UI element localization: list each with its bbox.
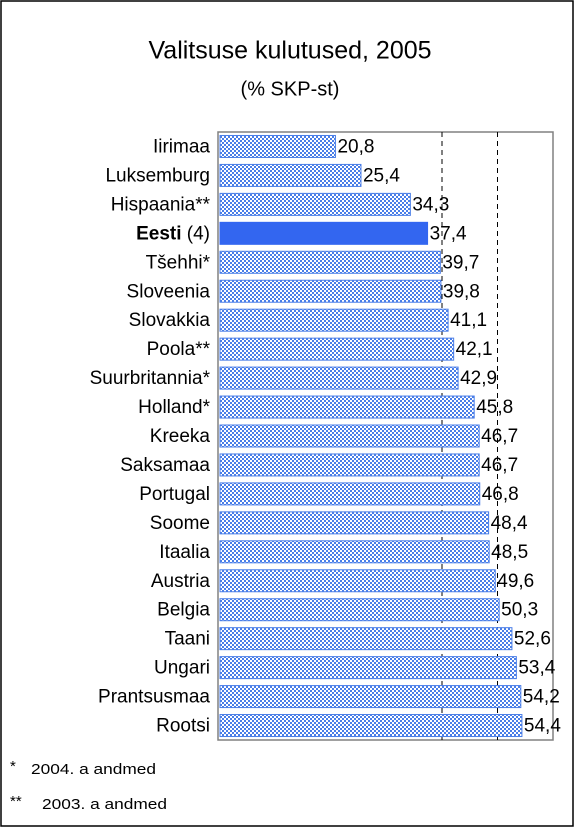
value-label: 50,3 — [501, 600, 538, 621]
category-label: Saksamaa — [120, 455, 210, 476]
value-label: 45,8 — [476, 397, 513, 418]
bar — [219, 714, 523, 738]
value-label: 53,4 — [518, 658, 555, 679]
value-label: 20,8 — [337, 136, 374, 157]
category-label: Austria — [151, 571, 211, 592]
bar — [219, 163, 362, 187]
value-label: 52,6 — [514, 629, 551, 650]
value-label: 42,9 — [460, 368, 497, 389]
bar — [219, 656, 517, 680]
category-label: Rootsi — [156, 716, 210, 737]
bar — [219, 598, 500, 622]
bar — [219, 685, 522, 709]
bar — [219, 395, 475, 419]
bar — [219, 337, 455, 361]
value-label: 39,7 — [442, 252, 479, 273]
chart-subtitle: (% SKP-st) — [241, 78, 340, 100]
category-label: Poola** — [147, 339, 211, 360]
bar — [219, 279, 442, 303]
value-label: 46,7 — [481, 426, 518, 447]
value-label: 46,7 — [481, 455, 518, 476]
value-label: 54,4 — [524, 716, 561, 737]
category-label: Sloveenia — [127, 281, 211, 302]
bar — [219, 192, 411, 216]
footnote: 2004. a andmed — [31, 761, 156, 778]
bar — [219, 569, 496, 593]
category-label: Slovakkia — [129, 310, 211, 331]
bar — [219, 482, 481, 506]
value-label: 46,8 — [482, 484, 519, 505]
bar — [219, 221, 429, 245]
value-label: 34,3 — [412, 194, 449, 215]
bar — [219, 511, 490, 535]
footnote-mark: * — [10, 758, 16, 775]
category-label: Luksemburg — [105, 165, 210, 186]
category-label: Prantsusmaa — [98, 687, 210, 708]
footnote-mark: ** — [10, 793, 22, 810]
value-label: 54,2 — [523, 687, 560, 708]
value-label: 42,1 — [456, 339, 493, 360]
bar — [219, 627, 513, 651]
bar — [219, 424, 480, 448]
category-label: Kreeka — [150, 426, 211, 447]
value-label: 25,4 — [363, 165, 400, 186]
category-label: Tšehhi* — [146, 252, 211, 273]
chart-title: Valitsuse kulutused, 2005 — [148, 37, 431, 65]
bar — [219, 453, 480, 477]
bar — [219, 250, 441, 274]
bar — [219, 366, 459, 390]
category-label: Taani — [165, 629, 210, 650]
category-label: Ungari — [154, 658, 210, 679]
category-label: Portugal — [139, 484, 210, 505]
bar — [219, 134, 336, 158]
value-label: 39,8 — [443, 281, 480, 302]
category-label: Hispaania** — [111, 194, 211, 215]
bar — [219, 540, 490, 564]
category-label: Eesti (4) — [136, 223, 210, 244]
value-label: 49,6 — [497, 571, 534, 592]
category-label: Soome — [150, 513, 210, 534]
value-label: 48,5 — [491, 542, 528, 563]
bar — [219, 308, 449, 332]
category-label: Suurbritannia* — [90, 368, 211, 389]
category-label: Holland* — [138, 397, 210, 418]
value-label: 37,4 — [430, 223, 467, 244]
category-label: Itaalia — [159, 542, 210, 563]
category-label: Belgia — [157, 600, 210, 621]
footnote: 2003. a andmed — [42, 796, 167, 813]
category-label: Iirimaa — [153, 136, 210, 157]
value-label: 41,1 — [450, 310, 487, 331]
value-label: 48,4 — [491, 513, 528, 534]
